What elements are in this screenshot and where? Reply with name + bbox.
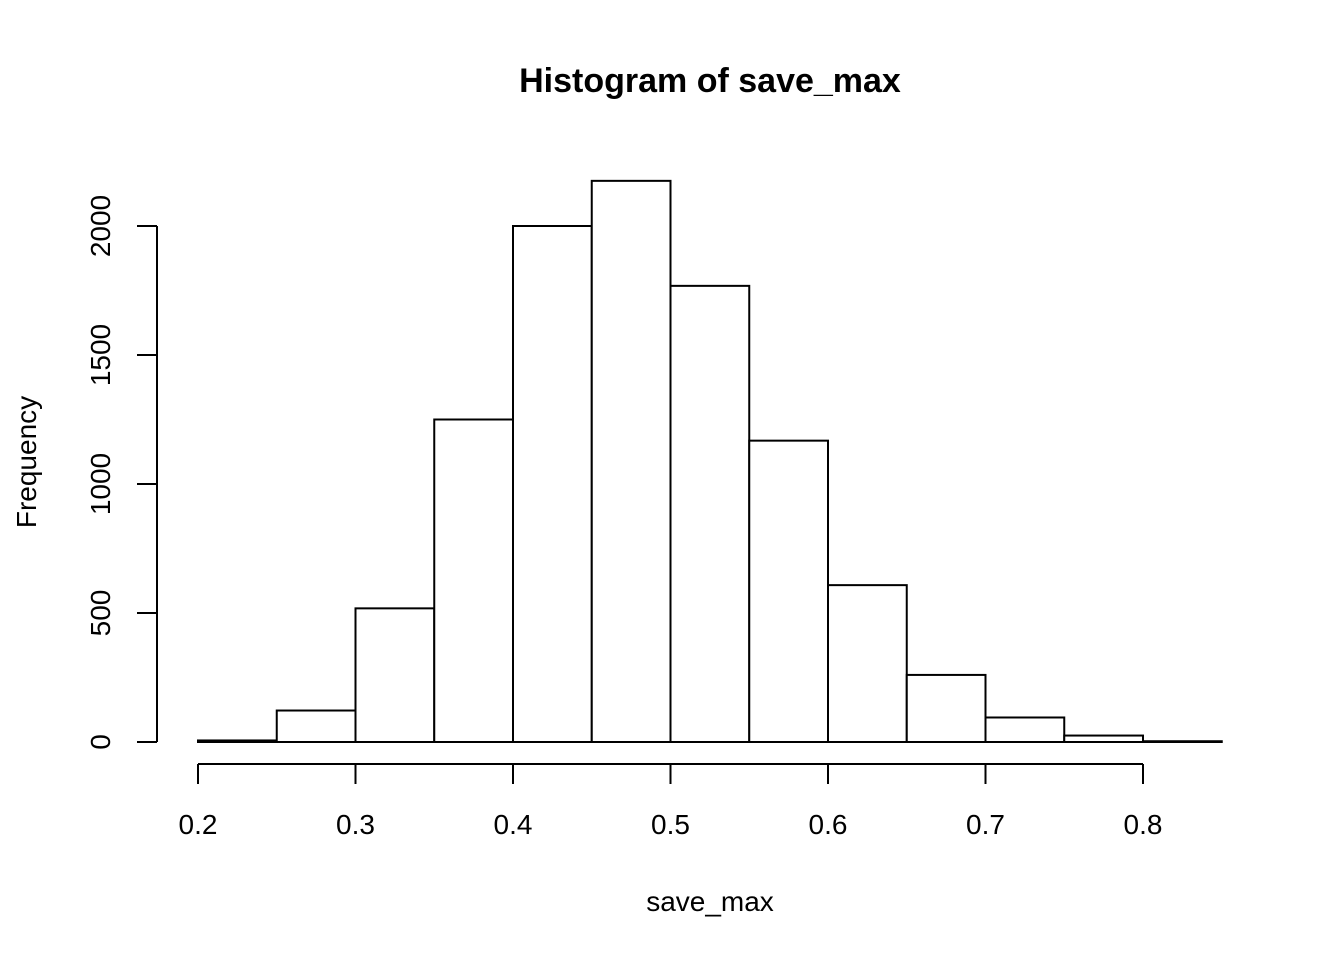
x-tick-label: 0.8 — [1124, 809, 1163, 840]
histogram-bar — [512, 225, 593, 743]
x-axis: 0.2 0.3 0.4 0.5 0.6 0.7 0.8 — [179, 763, 1163, 840]
histogram-bar — [433, 418, 514, 743]
histogram-bar — [275, 709, 357, 743]
y-tick-label: 2000 — [85, 195, 116, 257]
x-axis-label: save_max — [646, 886, 774, 917]
histogram-bar — [984, 716, 1066, 743]
histogram-bar — [905, 673, 987, 743]
y-tick-label: 1000 — [85, 453, 116, 515]
chart-title: Histogram of save_max — [519, 62, 901, 100]
x-tick-label: 0.4 — [494, 809, 533, 840]
y-axis-label: Frequency — [11, 396, 42, 528]
x-tick-label: 0.2 — [179, 809, 218, 840]
x-tick-label: 0.7 — [966, 809, 1005, 840]
y-tick-label: 0 — [85, 734, 116, 750]
y-tick-label: 1500 — [85, 324, 116, 386]
y-axis: 0 500 1000 1500 2000 — [85, 195, 158, 750]
histogram-bar — [590, 179, 672, 744]
histogram-bar — [669, 284, 751, 743]
x-tick-label: 0.3 — [336, 809, 375, 840]
y-tick-label: 500 — [85, 590, 116, 637]
histogram-bars — [197, 179, 1223, 744]
x-tick-label: 0.5 — [651, 809, 690, 840]
x-tick-label: 0.6 — [809, 809, 848, 840]
histogram-bar — [354, 607, 436, 744]
histogram-bar — [748, 439, 829, 743]
histogram-bar — [827, 584, 908, 743]
